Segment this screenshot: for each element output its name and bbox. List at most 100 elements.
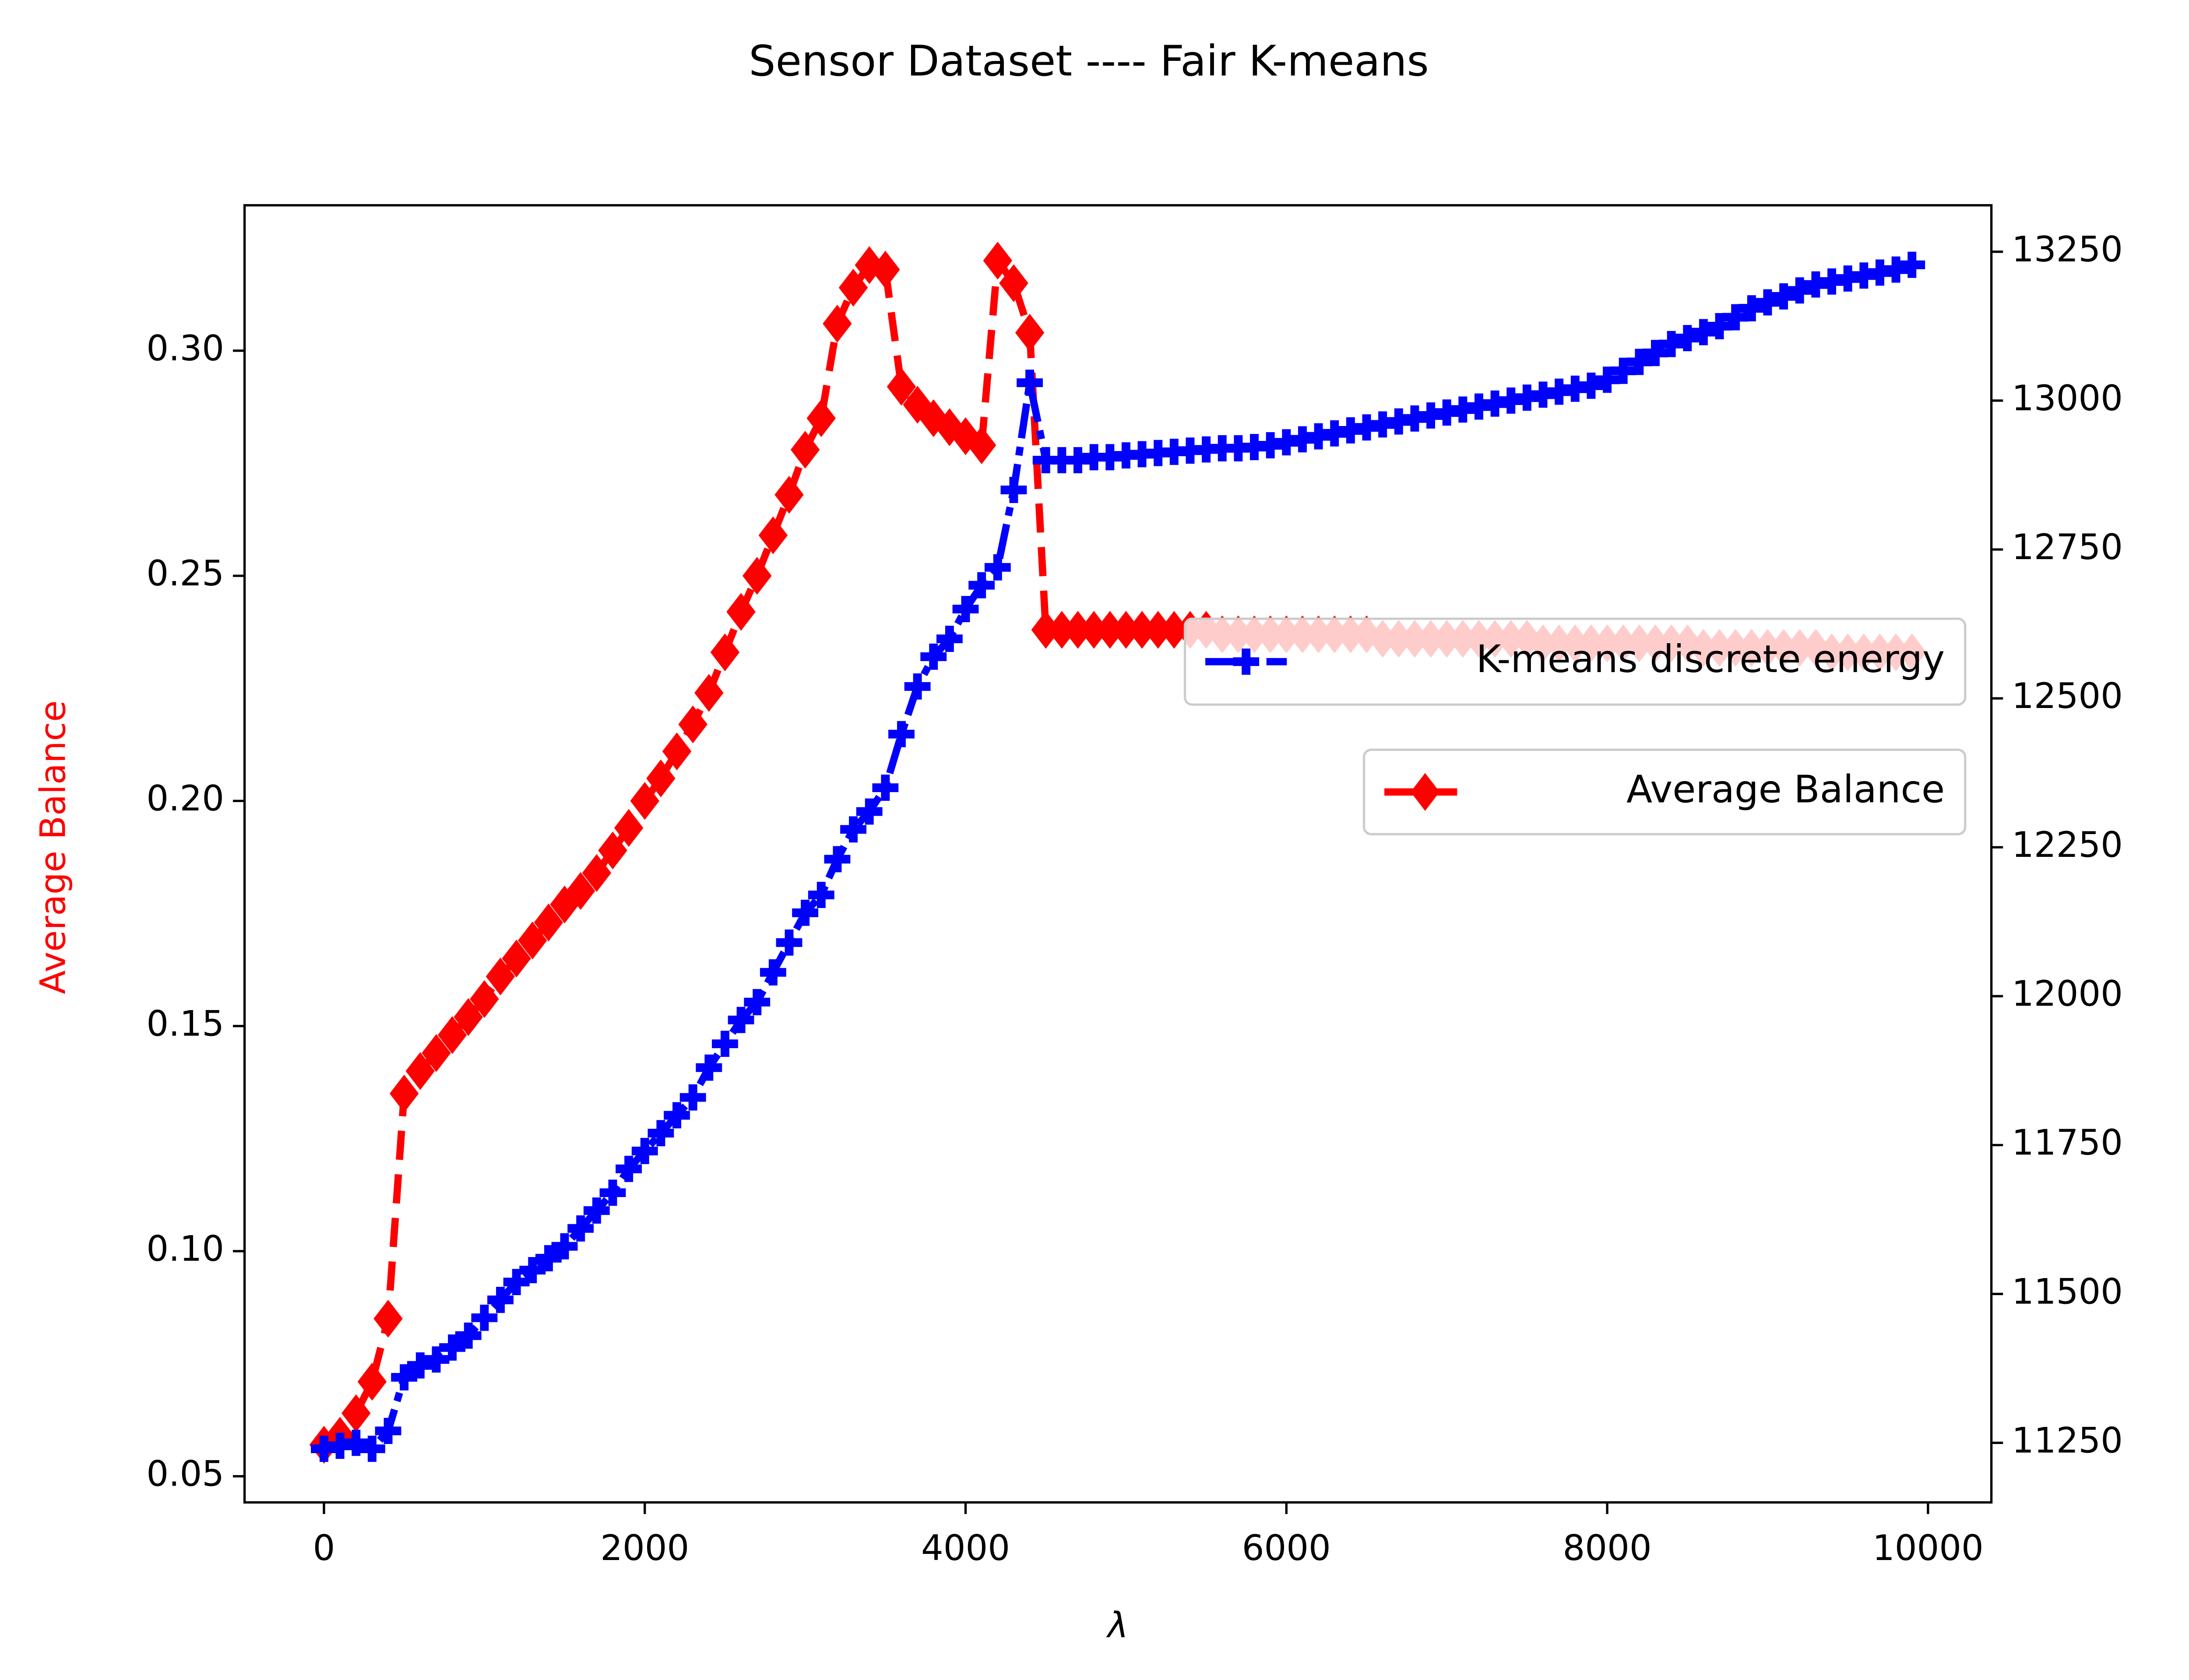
marker <box>1273 429 1300 456</box>
marker <box>1706 313 1733 339</box>
marker <box>1193 436 1220 463</box>
marker <box>1802 271 1829 298</box>
marker <box>1065 447 1091 473</box>
marker <box>519 1257 546 1283</box>
marker <box>1834 265 1861 292</box>
marker <box>631 1138 658 1164</box>
marker <box>1594 366 1621 393</box>
marker <box>1017 370 1043 396</box>
marker <box>455 1322 482 1349</box>
legend-box <box>1362 748 1967 835</box>
marker <box>887 367 916 406</box>
marker <box>311 1436 337 1462</box>
marker <box>1369 411 1396 438</box>
marker <box>1209 435 1235 461</box>
marker <box>1642 340 1668 366</box>
marker <box>487 1286 514 1313</box>
marker <box>888 721 915 747</box>
marker <box>758 516 788 554</box>
y2-tick-label: 12500 <box>2012 676 2123 716</box>
marker <box>1883 256 1909 283</box>
marker <box>712 1031 738 1057</box>
marker <box>936 626 963 652</box>
marker <box>583 1197 610 1224</box>
marker <box>341 1394 371 1432</box>
legend-box <box>1183 617 1967 706</box>
marker <box>1257 432 1284 458</box>
marker <box>1546 378 1573 405</box>
marker <box>1161 439 1187 465</box>
series <box>311 251 1925 1462</box>
marker <box>1899 251 1925 278</box>
marker <box>598 831 627 870</box>
y-tick-label: 0.10 <box>146 1229 224 1269</box>
marker <box>1738 295 1765 322</box>
y-tick-label: 0.15 <box>146 1003 224 1044</box>
marker <box>471 1304 498 1331</box>
marker <box>1626 349 1653 375</box>
marker <box>1241 434 1267 460</box>
marker <box>1770 283 1797 310</box>
marker <box>1867 259 1893 286</box>
marker <box>1513 384 1540 411</box>
marker <box>662 732 692 771</box>
marker <box>760 959 786 986</box>
marker <box>503 1269 530 1296</box>
marker <box>744 989 771 1015</box>
marker <box>486 958 515 996</box>
marker <box>1385 408 1412 435</box>
y2-tick-label: 12250 <box>2012 824 2123 865</box>
marker <box>1674 325 1701 352</box>
marker <box>1690 319 1717 345</box>
marker <box>646 759 676 798</box>
marker <box>1658 331 1685 357</box>
marker <box>776 929 802 956</box>
legend-marker <box>1233 648 1260 675</box>
marker <box>806 399 836 437</box>
marker <box>1225 435 1252 461</box>
marker <box>1177 437 1204 464</box>
x-tick-label: 10000 <box>1872 1528 1984 1568</box>
marker <box>838 268 868 307</box>
legend-marker <box>1410 773 1440 811</box>
marker <box>1578 373 1605 399</box>
marker <box>1530 381 1556 408</box>
legend: Average Balance <box>1362 748 1967 835</box>
legends: Average Balance K-means discrete energy <box>1183 617 1967 835</box>
legend-label: K-means discrete energy <box>1476 637 1945 681</box>
marker <box>534 903 563 942</box>
y2-tick-label: 12000 <box>2012 973 2123 1014</box>
marker <box>1754 289 1781 316</box>
marker <box>1482 390 1508 417</box>
y2-tick-label: 11250 <box>2012 1420 2123 1461</box>
marker <box>1032 447 1059 473</box>
marker <box>774 475 804 514</box>
marker <box>1722 304 1749 331</box>
marker <box>1562 375 1588 402</box>
marker <box>1433 399 1460 426</box>
x-tick-label: 8000 <box>1563 1528 1652 1568</box>
marker <box>1450 396 1476 423</box>
marker <box>840 816 866 843</box>
marker <box>1337 417 1364 444</box>
marker <box>726 593 756 631</box>
marker <box>728 1007 754 1033</box>
marker <box>920 643 947 670</box>
marker <box>1097 444 1123 471</box>
marker <box>373 1300 403 1338</box>
marker <box>1080 444 1107 471</box>
marker <box>1851 262 1877 289</box>
y-tick-label: 0.05 <box>146 1454 224 1494</box>
marker <box>968 572 995 599</box>
marker <box>567 1215 594 1242</box>
marker <box>1466 393 1492 420</box>
x-tick-label: 0 <box>313 1528 335 1568</box>
marker <box>808 882 834 908</box>
marker <box>872 775 899 801</box>
marker <box>343 1430 370 1456</box>
marker <box>1418 402 1444 429</box>
marker <box>1498 387 1524 414</box>
marker <box>648 1120 674 1146</box>
